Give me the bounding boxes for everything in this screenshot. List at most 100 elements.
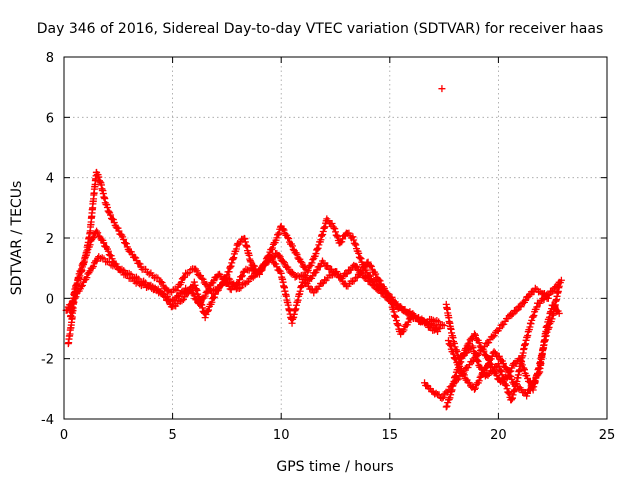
data-point-trace-g [496,325,504,333]
data-point-trace-f [444,337,452,345]
data-point-trace-b [120,235,128,243]
data-point-trace-a [190,291,198,299]
data-point-trace-a [104,247,112,255]
data-point-trace-e [518,357,526,365]
data-point-trace-b [309,256,317,264]
data-point-trace-d [502,382,510,390]
data-point-trace-c [380,284,388,292]
data-point-trace-f [475,377,483,385]
data-point-trace-c [336,274,344,282]
data-point-trace-c [245,277,253,285]
data-point-trace-b [312,250,320,258]
data-point-trace-a [237,273,245,281]
data-point-trace-c [399,328,407,336]
data-point-trace-f [555,309,563,317]
data-point-trace-e [471,331,479,339]
data-point-trace-b [366,272,374,280]
data-point-trace-c [164,296,172,304]
data-point-trace-c [226,275,234,283]
data-point-trace-g [470,357,478,365]
data-point-trace-c [204,307,212,315]
data-point-trace-c [257,266,265,274]
data-point-trace-c [190,278,198,286]
x-tick-label: 15 [382,428,399,443]
y-tick-label: -2 [41,353,54,368]
data-point-trace-d [452,346,460,354]
data-point-trace-a [288,269,296,277]
data-point-trace-b [122,240,130,248]
y-axis-label: SDTVAR / TECUs [9,181,25,296]
data-point-trace-c [263,257,271,265]
data-point-trace-c [205,306,213,314]
data-point-trace-g [531,284,539,292]
data-point-trace-c [356,270,364,278]
data-point-trace-c [193,286,201,294]
data-point-trace-c [440,321,448,329]
data-point-trace-f [451,355,459,363]
data-point-trace-b [350,236,358,244]
data-point-trace-e [516,356,524,364]
data-point-trace-g [512,307,520,315]
data-point-trace-b [157,278,165,286]
data-point-trace-f [471,384,479,392]
data-point-trace-a [94,229,102,237]
data-point-trace-d [474,357,482,365]
data-point-trace-f [526,385,534,393]
data-point-trace-c [366,261,374,269]
data-point-trace-b [198,274,206,282]
data-point-trace-b [268,245,276,253]
data-point-trace-c [214,286,222,294]
data-point-trace-g [513,306,521,314]
data-point-trace-f [446,340,454,348]
data-point-trace-c [208,298,216,306]
data-point-trace-f [484,361,492,369]
data-point-trace-c [243,278,251,286]
y-tick-labels: -4 -2 0 2 4 6 8 [41,51,54,428]
data-point-trace-d [557,276,565,284]
data-point-trace-a [353,263,361,271]
axis-ticks [63,56,608,420]
data-point-trace-b [181,273,189,281]
data-point-trace-b [73,280,81,288]
data-point-trace-c [258,265,266,273]
data-point-trace-g [522,296,530,304]
data-point-trace-b [279,225,287,233]
data-point-trace-e [442,403,450,411]
y-tick-label: 8 [46,51,54,66]
data-point-trace-c [318,280,326,288]
data-point-trace-a [313,266,321,274]
data-point-trace-b [357,255,365,263]
data-point-trace-b [356,254,364,262]
data-point-trace-b [298,259,306,267]
data-point-trace-b [225,268,233,276]
data-point-trace-d [505,389,513,397]
data-point-trace-d [505,390,513,398]
data-point-trace-c [183,289,191,297]
data-point-trace-b [105,208,113,216]
data-point-trace-b [173,286,181,294]
data-point-trace-c [372,270,380,278]
y-tick-label: 6 [46,111,54,126]
data-point-trace-f [455,361,463,369]
data-point-trace-b [269,244,277,252]
data-point-trace-e [445,395,453,403]
data-point-trace-c [89,262,97,270]
data-point-trace-c [77,283,85,291]
data-point-trace-g [439,393,447,401]
data-point-trace-d [497,368,505,376]
data-point-trace-c [375,276,383,284]
data-point-trace-e [446,394,454,402]
data-point-trace-b [273,234,281,242]
data-point-trace-c [249,273,257,281]
data-point-trace-f [452,355,460,363]
data-point-trace-c [63,306,71,314]
data-point-trace-f [550,302,558,310]
data-point-trace-g [468,357,476,365]
data-point-trace-e [471,330,479,338]
data-point-trace-b [396,303,404,311]
data-point-trace-c [350,277,358,285]
data-point-trace-b [297,257,305,265]
data-point-trace-b [328,220,336,228]
data-point-trace-b [177,278,185,286]
data-point-trace-b [434,328,442,336]
